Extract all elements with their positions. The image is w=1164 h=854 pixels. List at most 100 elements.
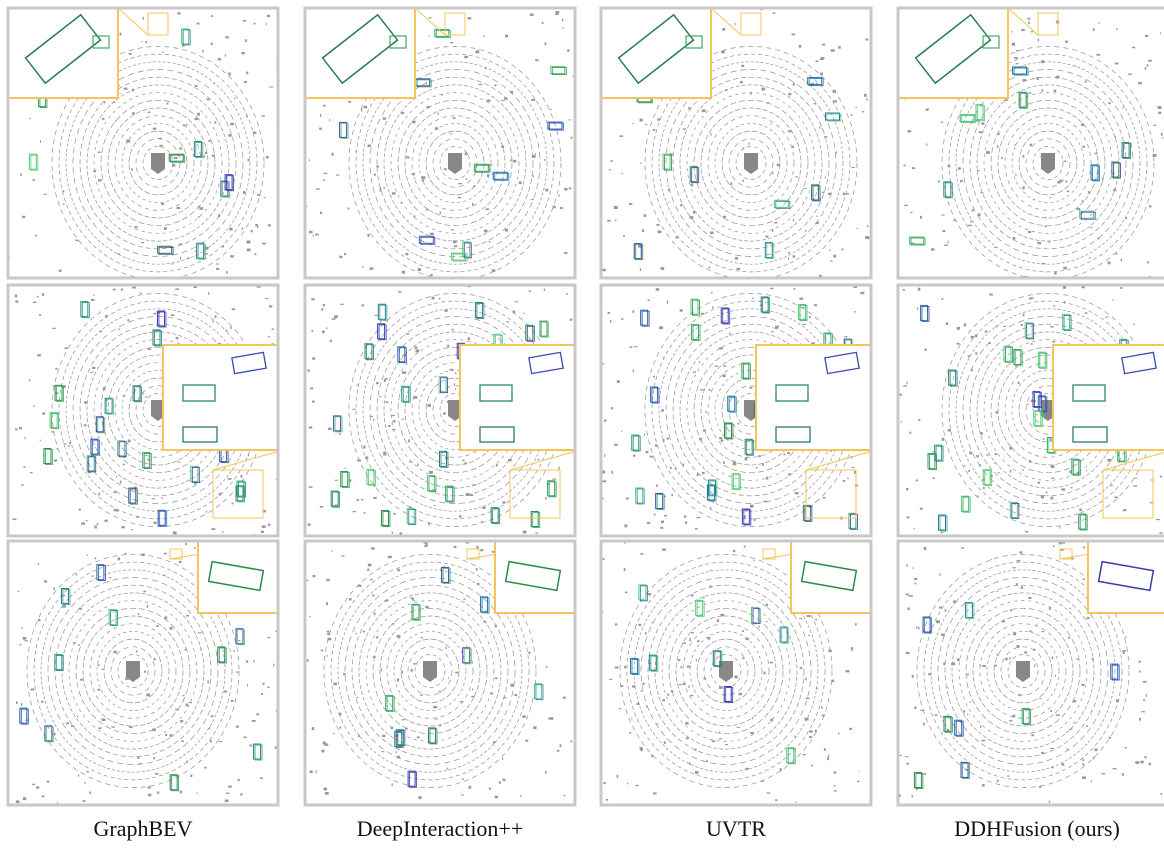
lidar-point — [323, 105, 325, 107]
lidar-point — [1065, 40, 1067, 43]
lidar-point — [52, 328, 55, 329]
lidar-point — [348, 101, 351, 103]
lidar-point — [831, 49, 835, 51]
lidar-point — [405, 728, 407, 730]
lidar-point — [400, 203, 402, 204]
lidar-point — [725, 744, 728, 745]
lidar-point — [364, 106, 368, 108]
lidar-point — [980, 192, 983, 193]
lidar-point — [194, 118, 197, 120]
lidar-point — [506, 321, 508, 322]
lidar-point — [367, 569, 369, 572]
lidar-point — [243, 20, 246, 22]
lidar-point — [939, 606, 942, 608]
lidar-point — [102, 718, 106, 721]
lidar-point — [391, 727, 393, 730]
lidar-point — [610, 320, 611, 323]
lidar-point — [710, 507, 711, 510]
lidar-point — [663, 439, 665, 441]
lidar-point — [990, 559, 991, 560]
lidar-point — [531, 199, 534, 200]
lidar-point — [392, 192, 396, 194]
lidar-point — [340, 304, 344, 305]
lidar-point — [477, 583, 480, 585]
lidar-point — [866, 98, 867, 100]
lidar-point — [695, 771, 698, 774]
lidar-point — [91, 299, 94, 301]
lidar-point — [971, 336, 975, 338]
lidar-point — [1134, 485, 1137, 486]
lidar-point — [918, 419, 920, 421]
lidar-point — [558, 466, 559, 469]
lidar-point — [358, 585, 361, 587]
lidar-point — [310, 770, 313, 773]
lidar-point — [1096, 54, 1100, 56]
lidar-point — [661, 409, 664, 411]
lidar-point — [334, 505, 338, 506]
lidar-point — [381, 751, 384, 752]
lidar-point — [253, 132, 257, 134]
lidar-point — [1146, 694, 1147, 696]
lidar-point — [492, 269, 496, 272]
lidar-point — [906, 652, 910, 654]
lidar-point — [145, 396, 147, 397]
lidar-point — [980, 432, 982, 435]
lidar-point — [247, 684, 248, 686]
lidar-point — [909, 432, 911, 434]
lidar-point — [631, 718, 632, 720]
lidar-point — [515, 301, 519, 302]
zoom-inset — [305, 8, 415, 98]
lidar-point — [162, 52, 164, 53]
lidar-point — [1009, 447, 1012, 450]
lidar-point — [679, 684, 682, 685]
lidar-point — [633, 454, 635, 456]
lidar-point — [110, 577, 112, 578]
lidar-point — [272, 328, 274, 329]
lidar-point — [1082, 763, 1084, 765]
lidar-point — [341, 555, 344, 556]
lidar-point — [1091, 780, 1092, 782]
lidar-point — [120, 93, 121, 94]
lidar-point — [948, 165, 951, 167]
lidar-point — [138, 613, 139, 615]
lidar-point — [685, 521, 687, 524]
lidar-point — [180, 257, 181, 260]
lidar-point — [1051, 766, 1053, 768]
lidar-point — [689, 216, 693, 219]
lidar-point — [95, 557, 97, 559]
lidar-point — [177, 461, 180, 462]
lidar-point — [567, 49, 570, 51]
lidar-point — [750, 92, 752, 95]
lidar-point — [1037, 242, 1041, 244]
lidar-point — [695, 749, 697, 751]
lidar-point — [1133, 323, 1134, 325]
lidar-point — [473, 185, 474, 188]
lidar-point — [972, 209, 974, 211]
lidar-point — [460, 701, 464, 702]
lidar-point — [118, 557, 121, 560]
lidar-point — [845, 193, 849, 194]
lidar-point — [683, 128, 686, 129]
lidar-point — [413, 215, 415, 217]
lidar-point — [545, 189, 548, 192]
lidar-point — [455, 372, 456, 374]
lidar-point — [202, 50, 203, 53]
lidar-point — [546, 666, 547, 668]
lidar-point — [141, 242, 144, 243]
lidar-point — [795, 801, 796, 802]
lidar-point — [454, 245, 458, 247]
lidar-point — [570, 137, 572, 139]
lidar-point — [678, 659, 680, 661]
lidar-point — [855, 623, 857, 625]
lidar-point — [1050, 748, 1054, 749]
lidar-point — [324, 173, 328, 174]
lidar-point — [749, 387, 752, 389]
lidar-point — [535, 533, 538, 534]
lidar-point — [1134, 478, 1137, 479]
lidar-point — [445, 647, 446, 650]
lidar-point — [671, 690, 674, 692]
lidar-point — [1012, 567, 1016, 568]
lidar-point — [533, 175, 534, 177]
lidar-point — [1037, 482, 1040, 484]
lidar-point — [412, 173, 416, 175]
